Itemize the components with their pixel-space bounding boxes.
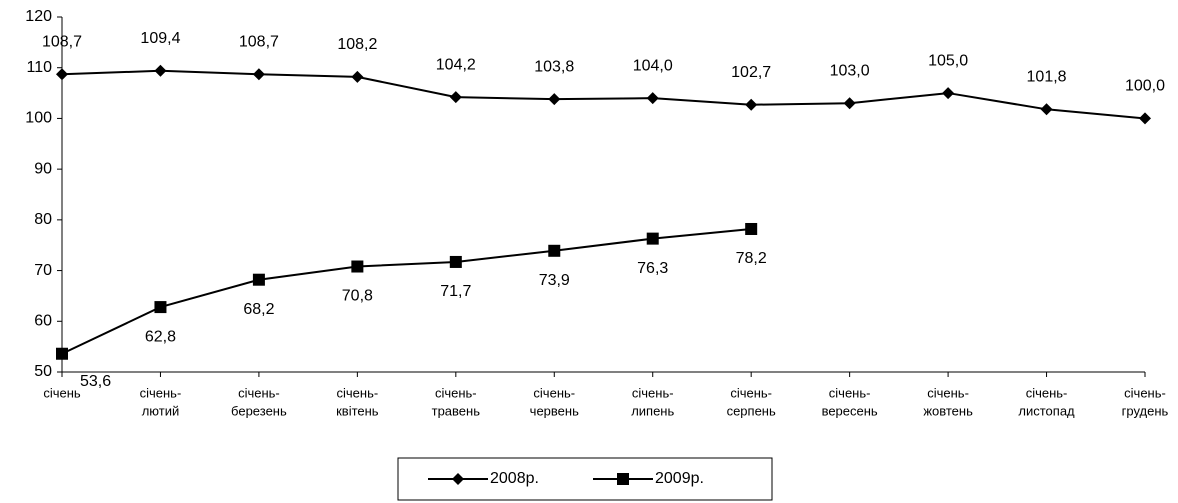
marker <box>154 301 167 314</box>
data-label: 68,2 <box>243 301 274 318</box>
y-tick-label: 70 <box>34 262 52 279</box>
x-tick-label: січень- <box>829 385 871 400</box>
legend-label: 2009р. <box>655 470 704 487</box>
x-tick-label: липень <box>631 403 674 418</box>
marker <box>646 232 659 245</box>
marker <box>449 91 462 104</box>
x-tick-label: червень <box>530 403 579 418</box>
marker <box>56 68 68 81</box>
data-label: 53,6 <box>80 373 111 390</box>
data-label: 105,0 <box>928 52 968 69</box>
series-line <box>61 227 752 355</box>
marker <box>1139 112 1151 125</box>
data-label: 62,8 <box>145 328 176 345</box>
x-tick-label: вересень <box>822 403 878 418</box>
marker <box>252 273 265 286</box>
marker <box>843 97 856 110</box>
data-label: 102,7 <box>731 64 771 81</box>
marker <box>548 93 561 106</box>
x-tick-label: січень- <box>435 385 477 400</box>
marker <box>1040 103 1053 116</box>
data-label: 103,0 <box>830 62 870 79</box>
data-label: 104,0 <box>633 57 673 74</box>
y-tick-label: 60 <box>34 313 52 330</box>
x-tick-label: лютий <box>142 403 180 418</box>
x-tick-label: травень <box>432 403 481 418</box>
data-label: 73,9 <box>539 272 570 289</box>
x-tick-label: листопад <box>1018 403 1075 418</box>
y-tick-label: 100 <box>25 110 52 127</box>
marker <box>452 473 464 485</box>
x-tick-label: січень <box>43 385 81 400</box>
x-tick-label: серпень <box>727 403 776 418</box>
x-tick-label: січень- <box>632 385 674 400</box>
marker <box>745 98 758 111</box>
data-label: 103,8 <box>534 58 574 75</box>
series-line <box>61 69 1146 120</box>
marker <box>548 244 561 257</box>
data-label: 108,7 <box>239 34 279 51</box>
data-label: 70,8 <box>342 288 373 305</box>
x-tick-label: січень- <box>1026 385 1068 400</box>
data-label: 104,2 <box>436 56 476 73</box>
marker <box>56 347 68 360</box>
legend-label: 2008р. <box>490 470 539 487</box>
y-tick-label: 50 <box>34 363 52 380</box>
marker <box>351 70 364 83</box>
marker <box>646 92 659 105</box>
marker <box>745 222 758 235</box>
marker <box>449 255 462 268</box>
x-tick-label: жовтень <box>923 403 973 418</box>
data-label: 101,8 <box>1027 69 1067 86</box>
marker <box>351 260 364 273</box>
data-label: 108,2 <box>337 36 377 53</box>
marker <box>617 473 629 485</box>
y-tick-label: 120 <box>25 8 52 25</box>
x-tick-label: березень <box>231 403 287 418</box>
data-label: 76,3 <box>637 260 668 277</box>
y-tick-label: 90 <box>34 160 52 177</box>
marker <box>252 68 265 81</box>
x-tick-label: січень- <box>1124 385 1166 400</box>
x-tick-label: січень- <box>730 385 772 400</box>
x-tick-label: січень- <box>533 385 575 400</box>
x-tick-label: січень- <box>238 385 280 400</box>
y-tick-label: 80 <box>34 211 52 228</box>
y-tick-label: 110 <box>26 59 52 76</box>
data-label: 100,0 <box>1125 78 1165 95</box>
marker <box>154 64 167 77</box>
marker <box>942 87 955 100</box>
x-tick-label: січень- <box>927 385 969 400</box>
data-label: 71,7 <box>440 283 471 300</box>
x-tick-label: квітень <box>336 403 379 418</box>
x-tick-label: січень- <box>337 385 379 400</box>
data-label: 78,2 <box>736 250 767 267</box>
data-label: 108,7 <box>42 34 82 51</box>
x-tick-label: січень- <box>140 385 182 400</box>
x-tick-label: грудень <box>1122 403 1169 418</box>
data-label: 109,4 <box>140 30 180 47</box>
